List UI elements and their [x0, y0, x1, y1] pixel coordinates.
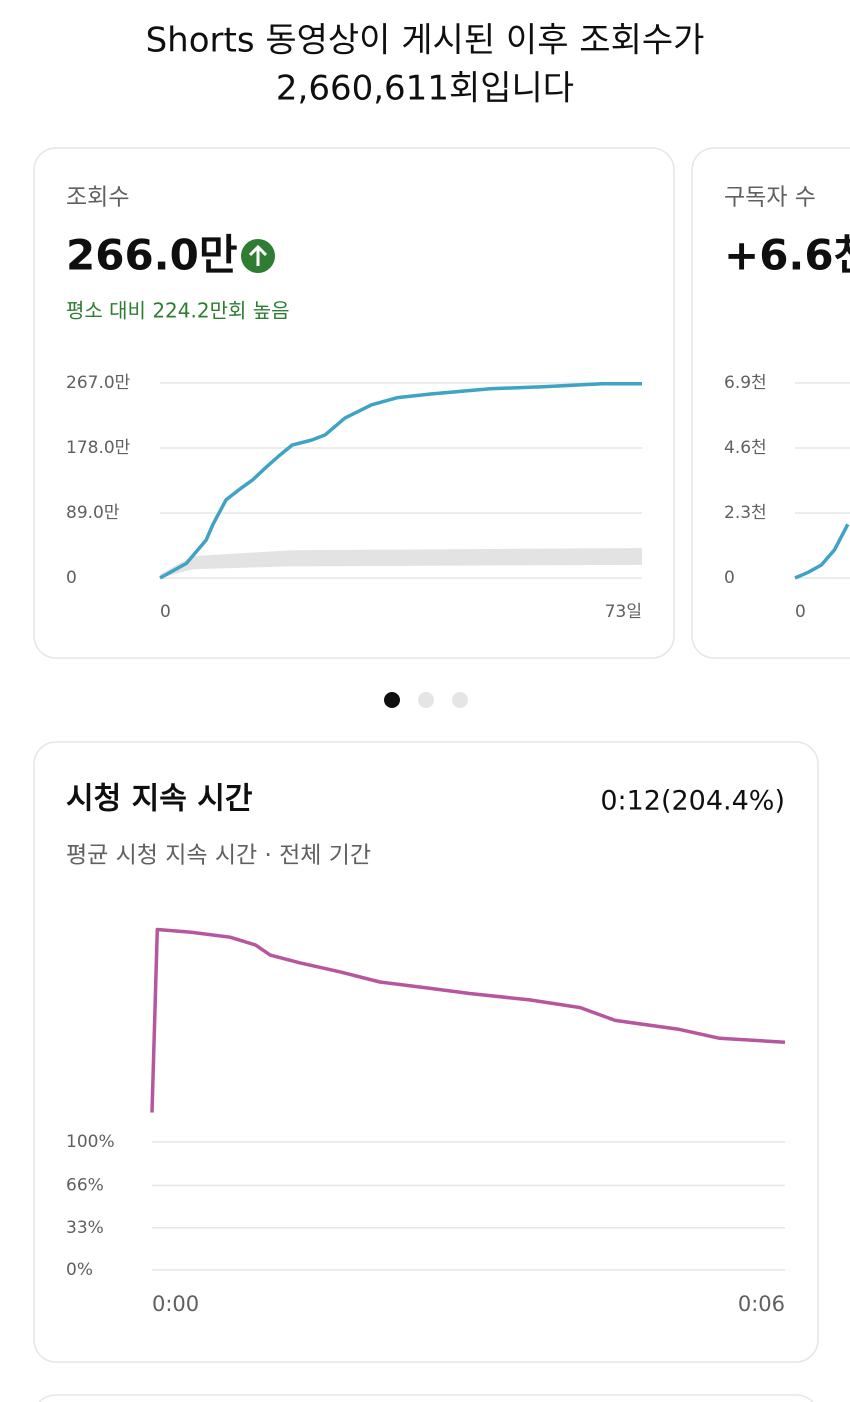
- x-tick-label: 0: [795, 602, 806, 622]
- card-subtitle: 평균 시청 지속 시간 · 전체 기간: [66, 843, 371, 869]
- typical-range: [160, 548, 642, 578]
- views-card[interactable]: [33, 147, 675, 659]
- data-line: [150, 927, 786, 1113]
- card-value: 0:12(204.4%): [600, 786, 785, 817]
- pager-dot[interactable]: [418, 692, 434, 708]
- retention-card[interactable]: [33, 741, 819, 1363]
- up-arrow: [248, 244, 268, 266]
- card-value: +6.6천: [724, 231, 850, 280]
- x-tick-label: 0:06: [738, 1292, 785, 1316]
- y-tick-label: 0: [66, 568, 77, 588]
- y-tick-label: 66%: [66, 1176, 104, 1196]
- y-tick-label: 267.0만: [66, 373, 131, 393]
- card-title: 시청 지속 시간: [66, 782, 253, 817]
- x-tick-label: 0:00: [152, 1292, 199, 1316]
- y-tick-label: 89.0만: [66, 503, 120, 523]
- y-tick-label: 0%: [66, 1260, 93, 1280]
- header-title: 2,660,611회입니다: [276, 69, 574, 109]
- comparison: 평소 대비 224.2만회 높음: [66, 299, 290, 323]
- card-label: 구독자 수: [724, 185, 816, 211]
- y-tick-label: 33%: [66, 1218, 104, 1238]
- y-tick-label: 2.3천: [724, 503, 767, 523]
- data-line: [159, 381, 642, 580]
- subscribers-card[interactable]: [691, 147, 850, 659]
- next-card[interactable]: [34, 1394, 818, 1402]
- y-tick-label: 4.6천: [724, 438, 767, 458]
- y-tick-label: 6.9천: [724, 373, 767, 393]
- header-title: Shorts 동영상이 게시된 이후 조회수가: [146, 21, 705, 61]
- y-tick-label: 0: [724, 568, 735, 588]
- card-label: 조회수: [66, 185, 129, 211]
- pager-dot[interactable]: [452, 692, 468, 708]
- y-tick-label: 100%: [66, 1132, 115, 1152]
- card-value: 266.0만: [66, 231, 238, 280]
- x-tick-label: 0: [160, 602, 171, 622]
- data-line: [794, 523, 850, 580]
- y-tick-label: 178.0만: [66, 438, 131, 458]
- x-tick-label: 73일: [605, 602, 642, 622]
- pager-dot[interactable]: [384, 692, 400, 708]
